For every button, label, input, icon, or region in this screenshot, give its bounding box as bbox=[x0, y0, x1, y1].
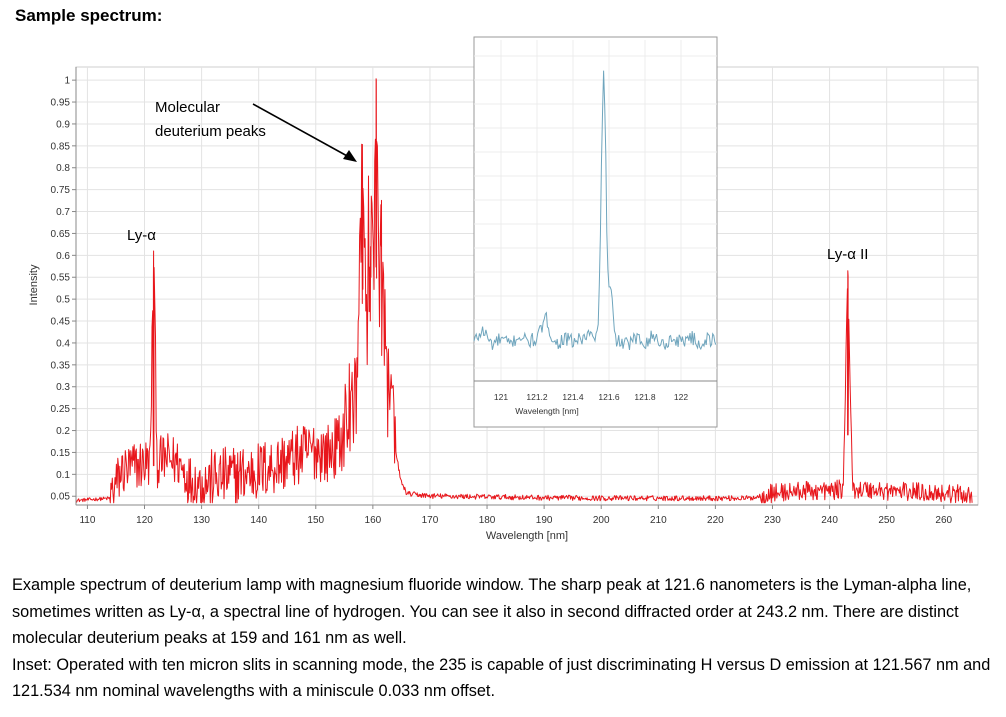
main-y-tick-label: 0.6 bbox=[56, 251, 70, 262]
inset-series bbox=[473, 70, 717, 351]
inset-x-tick-label: 121 bbox=[494, 392, 508, 402]
main-y-tick-label: 0.75 bbox=[51, 185, 71, 196]
inset-grid bbox=[474, 40, 717, 381]
main-x-tick-label: 230 bbox=[764, 515, 781, 526]
inset-frame bbox=[473, 36, 718, 428]
caption-paragraph-main: Example spectrum of deuterium lamp with … bbox=[12, 576, 972, 647]
main-y-tick-label: 0.45 bbox=[51, 317, 71, 328]
main-y-tick-label: 0.2 bbox=[56, 426, 70, 437]
main-y-tick-label: 1 bbox=[64, 76, 70, 87]
annotation-ly-alpha: Ly-α bbox=[127, 227, 156, 244]
main-y-tick-label: 0.55 bbox=[51, 273, 71, 284]
main-y-tick-label: 0.4 bbox=[56, 338, 70, 349]
main-y-tick-label: 0.7 bbox=[56, 207, 70, 218]
inset-x-tick-label: 122 bbox=[674, 392, 688, 402]
main-x-tick-label: 110 bbox=[79, 515, 95, 526]
main-x-tick-label: 250 bbox=[878, 515, 895, 526]
main-x-tick-label: 220 bbox=[707, 515, 724, 526]
main-x-axis-title: Wavelength [nm] bbox=[486, 530, 568, 542]
main-y-tick-label: 0.65 bbox=[51, 229, 71, 240]
annotation-arrow bbox=[252, 103, 357, 162]
figure-caption: Example spectrum of deuterium lamp with … bbox=[12, 572, 997, 705]
main-x-ticks: 110 120 130 140 150 160 170 180 190 200 210 220 230 2… bbox=[79, 505, 953, 526]
inset-chart: 121 121.2 121.4 121.6 121.8 122 Wavelength [n… bbox=[473, 36, 718, 428]
main-y-tick-label: 0.05 bbox=[51, 492, 71, 503]
main-y-tick-label: 0.1 bbox=[56, 470, 70, 481]
annotation-ly-alpha-ii: Ly-α II bbox=[827, 246, 868, 263]
main-x-tick-label: 190 bbox=[536, 515, 553, 526]
main-y-tick-label: 0.8 bbox=[56, 163, 70, 174]
caption-paragraph-inset: Inset: Operated with ten micron slits in… bbox=[12, 655, 991, 701]
main-y-tick-label: 0.85 bbox=[51, 141, 71, 152]
main-y-tick-label: 0.9 bbox=[56, 119, 70, 130]
main-series bbox=[76, 78, 973, 504]
main-y-tick-label: 0.25 bbox=[51, 404, 71, 415]
main-spectrum-line bbox=[76, 78, 973, 504]
inset-x-tick-label: 121.8 bbox=[634, 392, 656, 402]
main-y-tick-label: 0.35 bbox=[51, 360, 71, 371]
annotation-molecular: Molecular bbox=[155, 99, 220, 116]
main-x-tick-label: 240 bbox=[821, 515, 838, 526]
main-y-tick-label: 0.3 bbox=[56, 382, 70, 393]
annotation-deuterium-peaks: deuterium peaks bbox=[155, 123, 266, 140]
main-x-tick-label: 150 bbox=[307, 515, 324, 526]
inset-x-tick-label: 121.2 bbox=[526, 392, 548, 402]
main-y-tick-label: 0.15 bbox=[51, 448, 71, 459]
main-x-tick-label: 260 bbox=[935, 515, 952, 526]
main-x-tick-label: 170 bbox=[422, 515, 439, 526]
main-x-tick-label: 210 bbox=[650, 515, 667, 526]
main-x-tick-label: 180 bbox=[479, 515, 496, 526]
main-x-tick-label: 120 bbox=[136, 515, 153, 526]
main-y-axis-title: Intensity bbox=[28, 264, 40, 305]
inset-x-axis-title: Wavelength [nm] bbox=[515, 406, 578, 416]
inset-x-ticks: 121 121.2 121.4 121.6 121.8 122 bbox=[494, 392, 688, 402]
main-x-tick-label: 130 bbox=[193, 515, 210, 526]
main-y-ticks: 1 0.95 0.9 0.85 0.8 0.75 0.7 0.65 0.6 0.55 0.5 0.45… bbox=[51, 76, 76, 503]
inset-spectrum-line bbox=[473, 70, 717, 351]
main-x-tick-label: 160 bbox=[365, 515, 382, 526]
inset-x-tick-label: 121.6 bbox=[598, 392, 620, 402]
spectrum-figure: 110 120 130 140 150 160 170 180 190 200 210 220 230 2… bbox=[28, 36, 979, 542]
main-x-tick-label: 140 bbox=[250, 515, 267, 526]
main-y-tick-label: 0.5 bbox=[56, 295, 70, 306]
main-y-tick-label: 0.95 bbox=[51, 98, 71, 109]
inset-x-tick-label: 121.4 bbox=[562, 392, 584, 402]
main-x-tick-label: 200 bbox=[593, 515, 610, 526]
page-heading: Sample spectrum: bbox=[15, 6, 163, 25]
